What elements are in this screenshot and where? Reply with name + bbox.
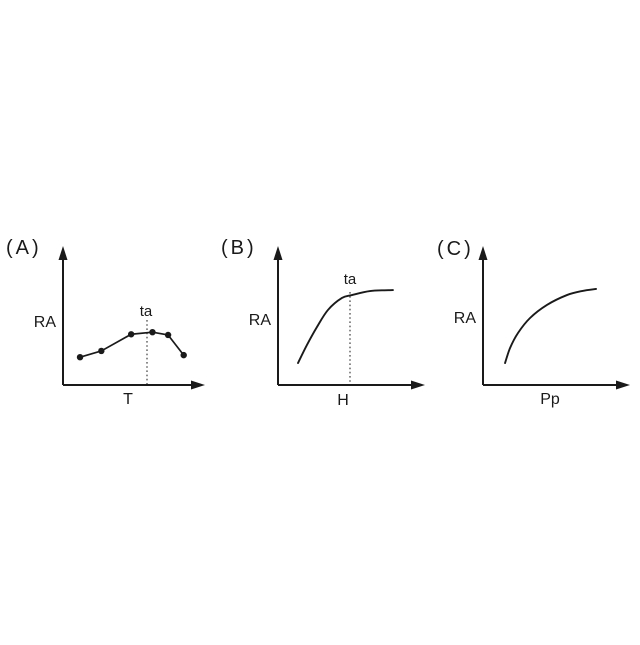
panel-b: (B) RA H ta [221, 237, 425, 409]
panel-c-geometry [478, 246, 630, 390]
panel-a: (A) RA T ta [6, 237, 205, 408]
y-axis-arrowhead [273, 246, 283, 260]
panel-c-ylabel: RA [454, 310, 477, 327]
data-point [164, 331, 172, 339]
panel-a-xlabel: T [123, 391, 133, 408]
panel-b-label: (B) [221, 237, 257, 259]
data-point [149, 328, 156, 336]
panel-c-label: (C) [437, 238, 474, 260]
panel-b-ylabel: RA [249, 312, 272, 329]
panel-b-annotation-ta: ta [344, 271, 357, 288]
panel-a-label: (A) [6, 237, 42, 259]
y-axis-arrowhead [478, 246, 488, 260]
panel-c: (C) RA Pp [437, 238, 630, 408]
panel-a-geometry [58, 246, 205, 390]
panel-a-ylabel: RA [34, 314, 57, 331]
x-axis-arrowhead [191, 380, 205, 390]
x-axis-arrowhead [411, 380, 425, 390]
data-point [76, 354, 84, 361]
data-point [98, 347, 105, 355]
data-curve [79, 331, 185, 359]
data-point [180, 351, 187, 359]
data-point [127, 331, 135, 338]
x-axis-arrowhead [616, 380, 630, 390]
y-axis-arrowhead [58, 246, 68, 260]
panel-c-xlabel: Pp [540, 391, 560, 408]
panel-b-geometry [273, 246, 425, 390]
panel-a-annotation-ta: ta [140, 303, 153, 320]
data-curve [504, 288, 597, 364]
data-curve [297, 289, 394, 364]
panel-b-xlabel: H [337, 392, 349, 409]
